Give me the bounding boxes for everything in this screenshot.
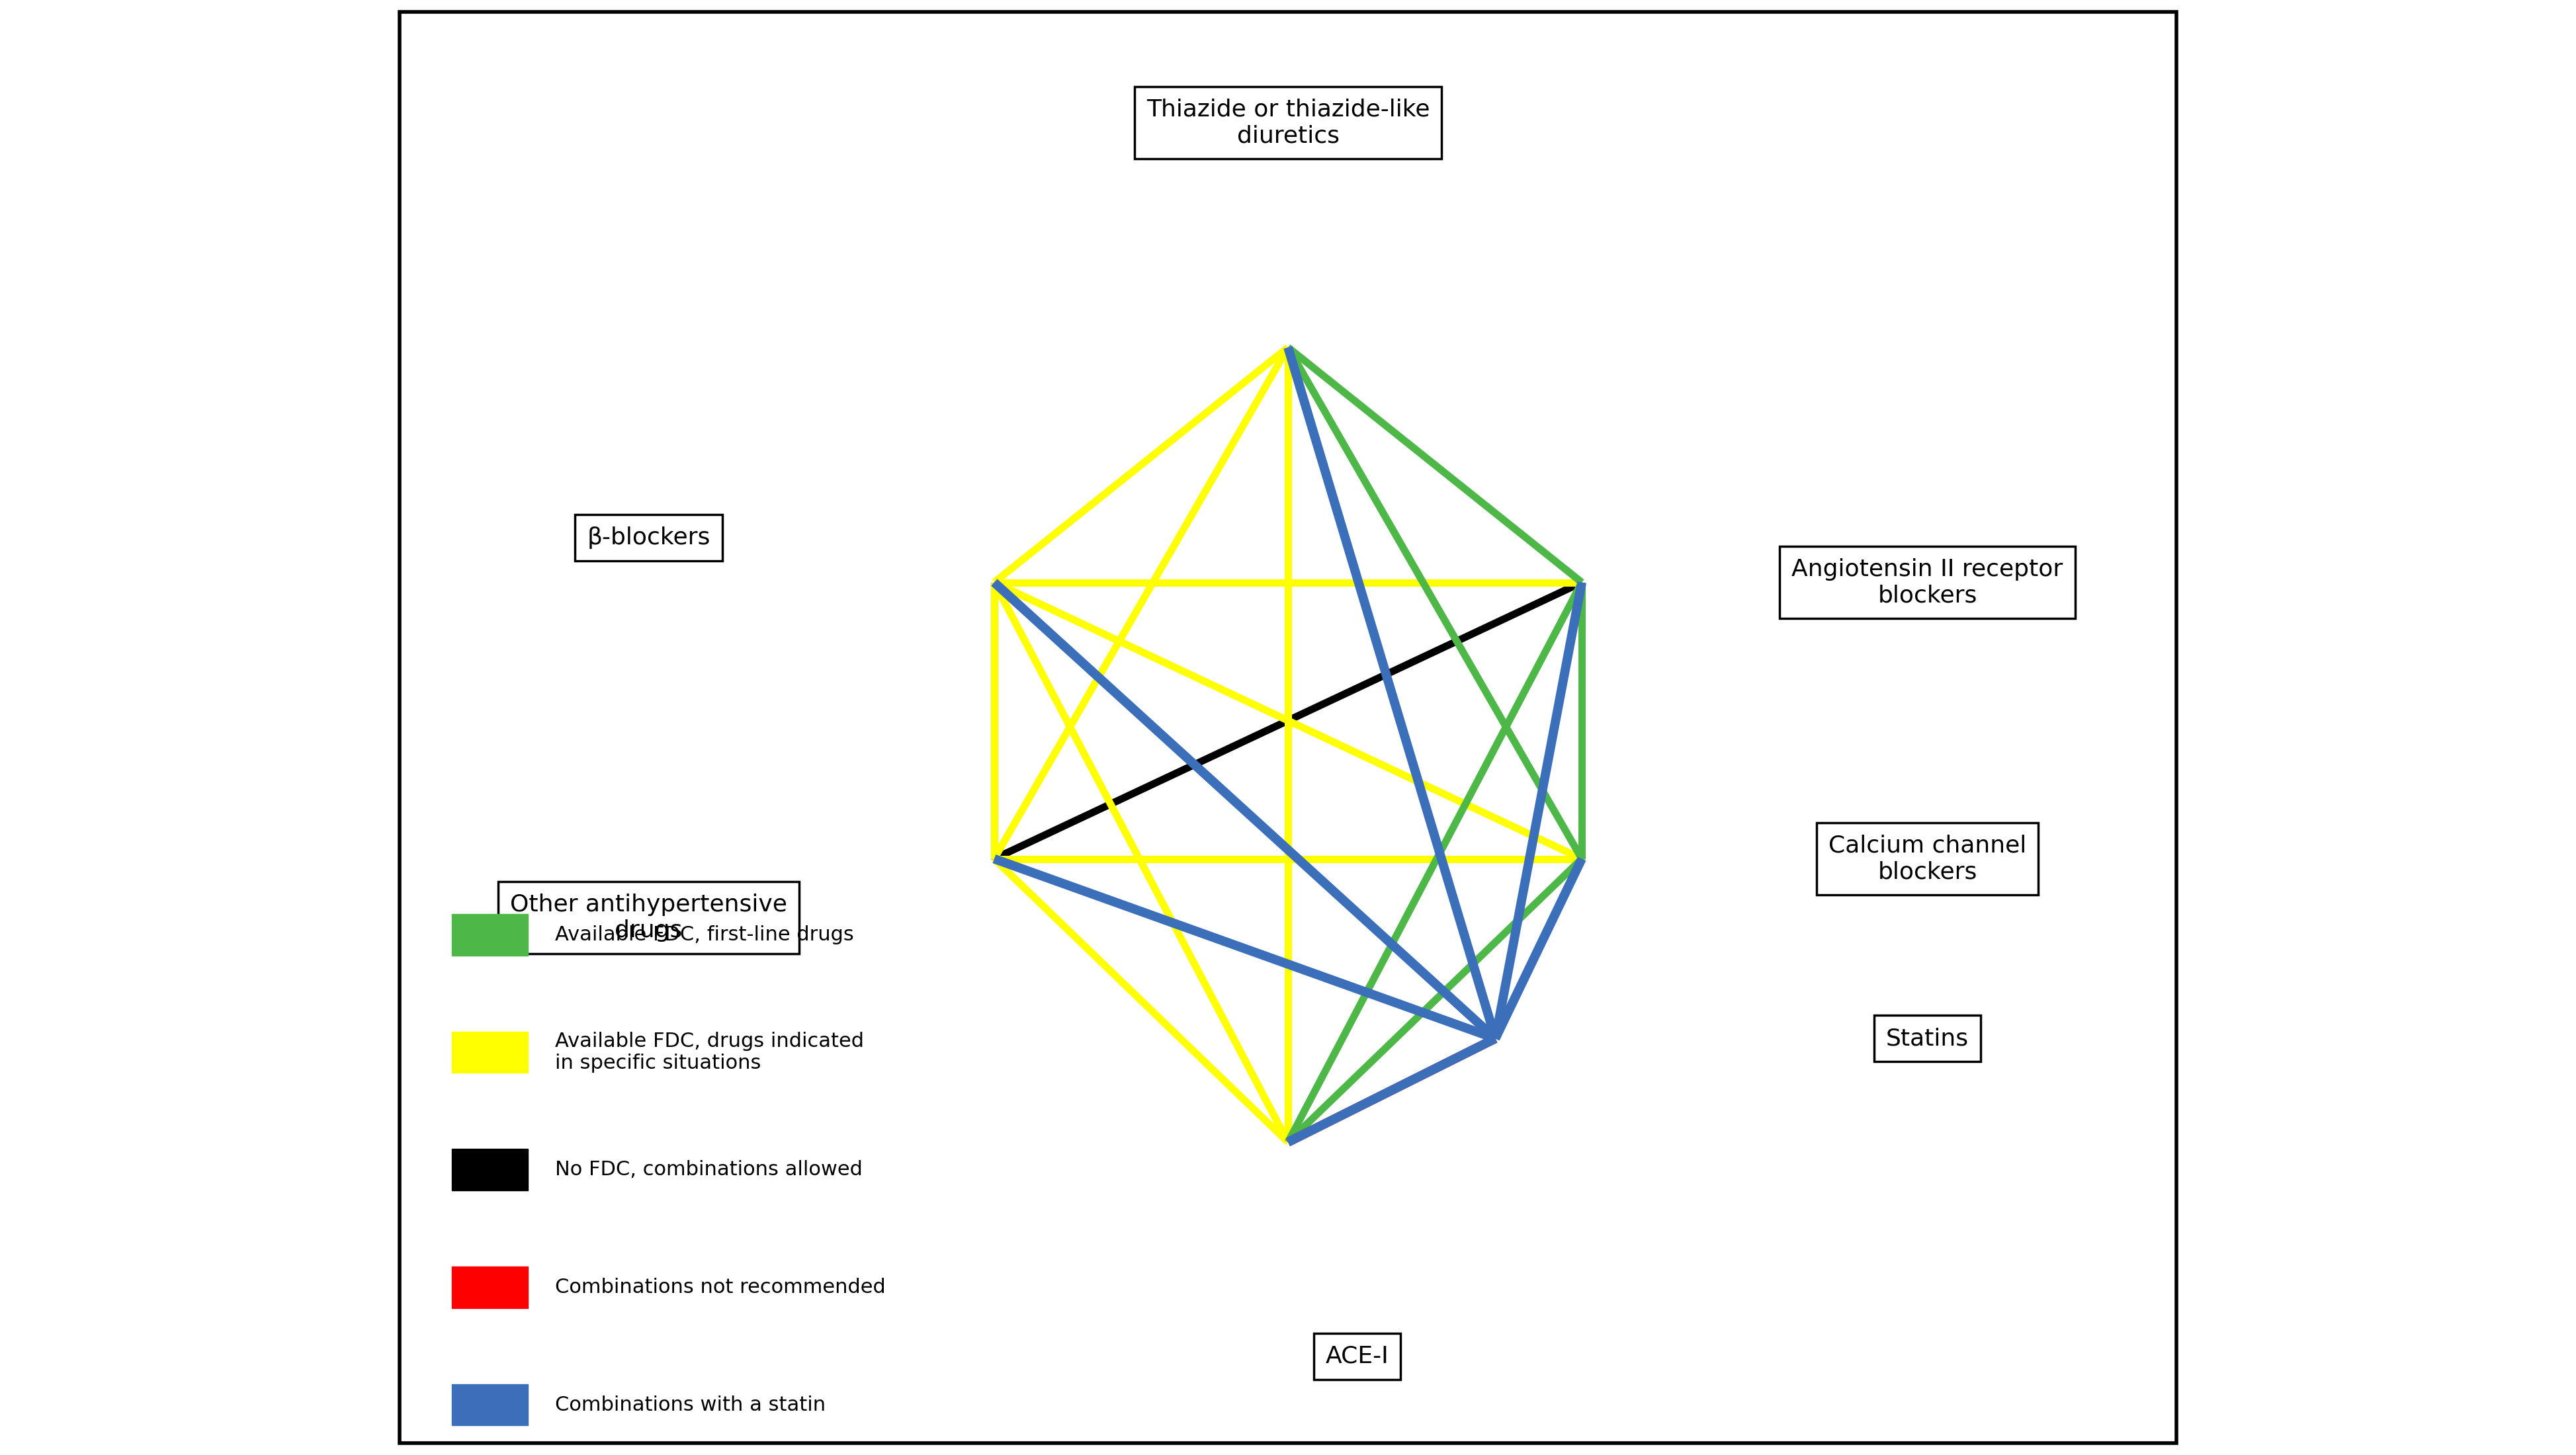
Bar <box>451 914 528 956</box>
Text: β-blockers: β-blockers <box>587 527 711 549</box>
Text: Available FDC, first-line drugs: Available FDC, first-line drugs <box>556 925 855 944</box>
Text: Combinations not recommended: Combinations not recommended <box>556 1277 886 1296</box>
Bar <box>451 1384 528 1426</box>
Text: Combinations with a statin: Combinations with a statin <box>556 1395 827 1414</box>
Text: ACE-I: ACE-I <box>1327 1346 1388 1368</box>
Text: Available FDC, drugs indicated
in specific situations: Available FDC, drugs indicated in specif… <box>556 1032 863 1072</box>
Text: Angiotensin II receptor
blockers: Angiotensin II receptor blockers <box>1793 559 2063 607</box>
Bar <box>451 1266 528 1308</box>
Text: Statins: Statins <box>1886 1027 1968 1049</box>
Text: Other antihypertensive
drugs: Other antihypertensive drugs <box>510 893 788 941</box>
Bar <box>451 1032 528 1072</box>
Text: Calcium channel
blockers: Calcium channel blockers <box>1829 835 2027 883</box>
Bar <box>451 1149 528 1190</box>
Text: Thiazide or thiazide-like
diuretics: Thiazide or thiazide-like diuretics <box>1146 99 1430 147</box>
Text: No FDC, combinations allowed: No FDC, combinations allowed <box>556 1160 863 1180</box>
